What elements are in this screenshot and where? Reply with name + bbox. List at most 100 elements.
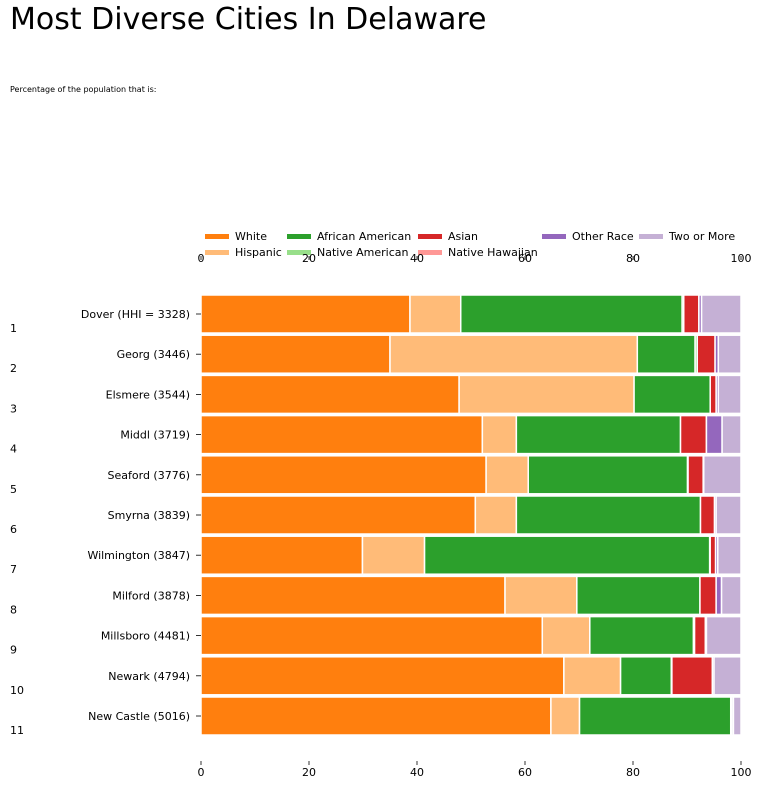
bar-hispanic: [481, 414, 518, 455]
bar-asian: [699, 495, 716, 535]
rank-label: 4: [10, 443, 17, 456]
bar-two-or-more: [715, 495, 742, 535]
bar-asian: [687, 455, 704, 495]
legend-swatch-asian: [418, 234, 442, 239]
bar-african-american: [619, 656, 673, 696]
legend-label-african-american: African American: [317, 230, 412, 243]
bar-african-american: [515, 414, 682, 455]
bar-two-or-more: [717, 334, 742, 374]
bar-other-race: [705, 414, 723, 455]
legend-item-white: White: [205, 230, 267, 243]
bar-asian: [699, 575, 717, 616]
bar-african-american: [459, 294, 683, 334]
x-tick-label-bottom: 100: [731, 766, 752, 779]
chart-subtitle: Percentage of the population that is:: [10, 85, 157, 94]
bar-two-or-more: [702, 455, 742, 495]
rank-label: 8: [10, 603, 17, 616]
category-label: Dover (HHI = 3328): [81, 308, 190, 321]
legend-label-hispanic: Hispanic: [235, 246, 282, 259]
bar-asian: [709, 535, 717, 575]
legend-label-native-american: Native American: [317, 246, 409, 259]
x-tick-label-bottom: 40: [410, 766, 424, 779]
legend-item-two-or-more: Two or More: [639, 230, 735, 243]
x-tick-label-top: 0: [198, 252, 205, 265]
x-tick-label-bottom: 80: [626, 766, 640, 779]
bar-white: [200, 495, 477, 535]
legend-item-asian: Asian: [418, 230, 478, 243]
legend-swatch-white: [205, 234, 229, 239]
category-label: Elsmere (3544): [106, 388, 190, 401]
bar-african-american: [578, 696, 732, 736]
bar-white: [200, 294, 411, 334]
bar-two-or-more: [700, 294, 742, 334]
legend-swatch-hispanic: [205, 250, 229, 255]
bar-white: [200, 575, 506, 616]
bar-white: [200, 374, 460, 415]
legend-swatch-native-american: [287, 250, 311, 255]
chart-title: Most Diverse Cities In Delaware: [10, 2, 487, 37]
x-tick-label-top: 80: [626, 252, 640, 265]
legend-swatch-two-or-more: [639, 234, 663, 239]
x-tick-label-bottom: 20: [302, 766, 316, 779]
bar-hispanic: [504, 575, 578, 616]
bar-other-race: [715, 575, 723, 616]
rank-label: 10: [10, 684, 24, 697]
rank-label: 6: [10, 523, 17, 536]
bar-hispanic: [550, 696, 581, 736]
legend-label-white: White: [235, 230, 267, 243]
legend-label-asian: Asian: [448, 230, 479, 243]
bar-white: [200, 535, 364, 575]
bar-asian: [683, 294, 700, 334]
legend-swatch-african-american: [287, 234, 311, 239]
category-label: Seaford (3776): [108, 469, 190, 482]
bar-hispanic: [474, 495, 518, 535]
bar-hispanic: [361, 535, 426, 575]
x-tick-label-bottom: 60: [518, 766, 532, 779]
rank-label: 5: [10, 483, 17, 496]
legend-label-native-hawaiian: Native Hawaiian: [448, 246, 538, 259]
category-label: Wilmington (3847): [87, 549, 190, 562]
rank-label: 3: [10, 402, 17, 415]
legend-swatch-native-hawaiian: [418, 250, 442, 255]
bar-hispanic: [485, 455, 529, 495]
legend-item-native-hawaiian: Native Hawaiian: [418, 246, 538, 259]
bar-african-american: [527, 455, 689, 495]
legend-label-other-race: Other Race: [572, 230, 634, 243]
rank-label: 11: [10, 724, 24, 737]
bar-white: [200, 615, 544, 656]
x-tick-label-top: 20: [302, 252, 316, 265]
bar-asian: [696, 334, 716, 374]
bar-white: [200, 656, 565, 696]
bar-two-or-more: [717, 374, 742, 415]
bar-two-or-more: [713, 656, 742, 696]
category-label: New Castle (5016): [88, 710, 190, 723]
bar-asian: [709, 374, 717, 415]
category-label: Middl (3719): [120, 429, 190, 442]
bar-two-or-more: [721, 414, 742, 455]
category-label: Georg (3446): [117, 348, 190, 361]
bar-asian: [679, 414, 708, 455]
bar-african-american: [423, 535, 711, 575]
legend-item-african-american: African American: [287, 230, 411, 243]
x-tick-label-top: 100: [731, 252, 752, 265]
legend-swatch-other-race: [542, 234, 566, 239]
bar-asian: [693, 615, 707, 656]
bar-african-american: [633, 374, 711, 415]
x-tick-label-bottom: 0: [198, 766, 205, 779]
bar-african-american: [515, 495, 702, 535]
category-label: Millsboro (4481): [101, 630, 190, 643]
bar-african-american: [576, 575, 701, 616]
bar-hispanic: [389, 334, 639, 374]
category-label: Newark (4794): [108, 670, 190, 683]
rank-label: 9: [10, 644, 17, 657]
bar-white: [200, 334, 391, 374]
rank-label: 7: [10, 563, 17, 576]
category-label: Smyrna (3839): [108, 509, 190, 522]
bar-hispanic: [409, 294, 462, 334]
rank-label: 1: [10, 322, 17, 335]
rank-label: 2: [10, 362, 17, 375]
legend-label-two-or-more: Two or More: [669, 230, 736, 243]
legend-item-hispanic: Hispanic: [205, 246, 282, 259]
bar-two-or-more: [732, 696, 742, 736]
bar-two-or-more: [717, 535, 742, 575]
